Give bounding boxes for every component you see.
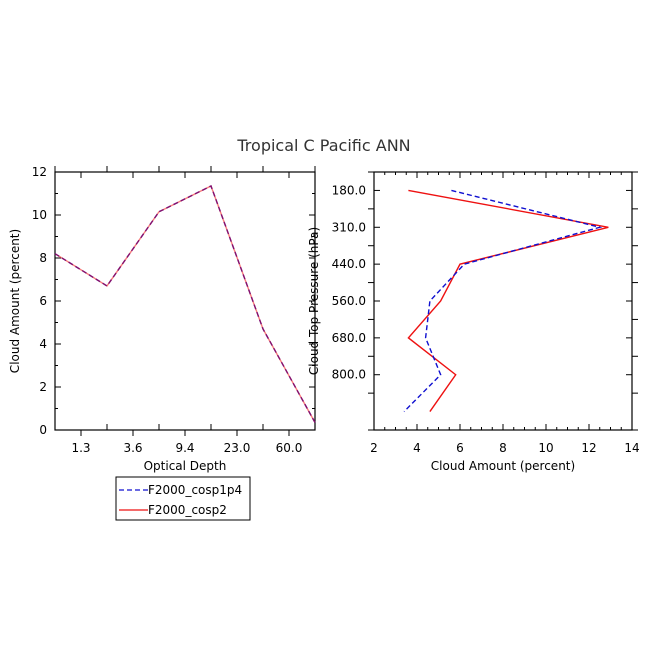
right-y-ticks: 180.0 310.0 440.0 560.0 680.0 800.0 [332, 171, 638, 431]
left-x-tick-label: 3.6 [123, 441, 142, 455]
left-series-line-F2000_cosp1p4 [54, 184, 316, 423]
left-y-tick-label: 8 [39, 251, 47, 265]
left-y-ticks: 0 2 4 6 8 10 12 [32, 165, 315, 437]
left-x-tick-label: 9.4 [175, 441, 194, 455]
left-y-tick-label: 10 [32, 208, 47, 222]
right-y-tick-label: 310.0 [332, 220, 366, 234]
right-x-axis-label: Cloud Amount (percent) [431, 459, 575, 473]
legend-label-cosp1p4: F2000_cosp1p4 [148, 483, 242, 497]
right-x-tick-label: 2 [370, 441, 378, 455]
right-y-tick-label: 680.0 [332, 331, 366, 345]
left-y-tick-label: 6 [39, 294, 47, 308]
left-series-line-F2000_cosp2 [54, 184, 316, 423]
right-y-tick-label: 440.0 [332, 257, 366, 271]
right-plot-frame [373, 171, 633, 431]
left-y-tick-label: 4 [39, 337, 47, 351]
right-x-tick-label: 6 [456, 441, 464, 455]
left-panel: 1.3 3.6 9.4 23.0 60.0 0 2 4 6 8 10 12 Optical Dept… [8, 165, 316, 473]
right-series-line-F2000_cosp1p4 [403, 189, 603, 413]
left-x-tick-label: 23.0 [224, 441, 251, 455]
left-plot-frame [54, 171, 316, 431]
right-x-tick-label: 12 [581, 441, 596, 455]
chart-title: Tropical C Pacific ANN [236, 136, 410, 155]
right-x-ticks: 2 4 6 8 10 12 14 [370, 172, 640, 455]
left-series [54, 184, 316, 423]
right-y-tick-label: 560.0 [332, 294, 366, 308]
left-y-tick-label: 2 [39, 380, 47, 394]
right-x-tick-label: 14 [624, 441, 639, 455]
legend-box [115, 476, 251, 521]
right-y-axis-label: Cloud Top Pressure (hPa) [307, 227, 321, 375]
left-y-axis-label: Cloud Amount (percent) [8, 229, 22, 373]
left-y-tick-label: 12 [32, 165, 47, 179]
right-series [403, 189, 609, 413]
left-x-tick-label: 1.3 [71, 441, 90, 455]
legend-label-cosp2: F2000_cosp2 [148, 503, 227, 517]
right-x-tick-label: 4 [413, 441, 421, 455]
right-y-tick-label: 180.0 [332, 183, 366, 197]
left-y-tick-label: 0 [39, 423, 47, 437]
right-series-line-F2000_cosp2 [407, 189, 609, 412]
left-x-axis-label: Optical Depth [144, 459, 227, 473]
left-x-tick-label: 60.0 [276, 441, 303, 455]
legend: F2000_cosp1p4 F2000_cosp2 [115, 476, 251, 521]
left-x-ticks: 1.3 3.6 9.4 23.0 60.0 [54, 166, 316, 455]
right-panel: 2 4 6 8 10 12 14 180.0 310.0 440.0 560.0 680.0 800.… [307, 171, 640, 473]
right-x-tick-label: 8 [499, 441, 507, 455]
right-x-tick-label: 10 [538, 441, 553, 455]
right-y-tick-label: 800.0 [332, 368, 366, 382]
